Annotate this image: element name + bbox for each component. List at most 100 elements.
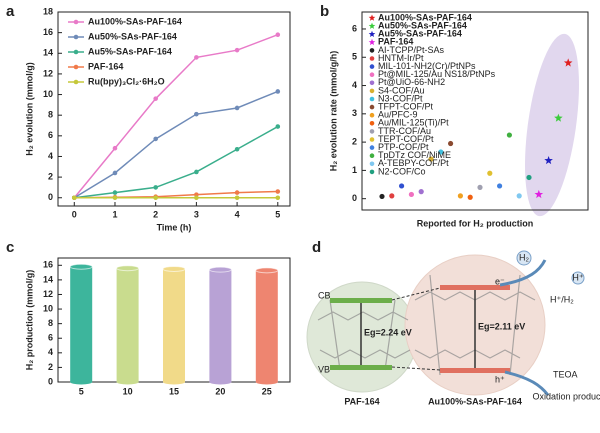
plot-frame (57, 11, 291, 207)
point (448, 140, 454, 147)
y-tick-label: 2 (48, 171, 53, 181)
legend-label: PAF-164 (378, 37, 413, 47)
x-tick-label: 20 (215, 386, 225, 396)
bar-top (116, 265, 140, 272)
bar (163, 268, 185, 382)
panel-label: b (320, 3, 329, 20)
point (275, 32, 281, 38)
legend-label: Au50%-SAs-PAF-164 (378, 20, 467, 30)
y-tick-label: 4 (352, 80, 357, 90)
point (153, 96, 158, 101)
point (526, 174, 532, 181)
point (467, 194, 473, 200)
legend-label: S4-COF/Au (378, 85, 425, 95)
bar-base (163, 379, 185, 385)
y-tick-label: 6 (48, 130, 53, 140)
y-tick-label: 2 (352, 136, 357, 146)
proton-bubble (571, 271, 585, 285)
point (112, 145, 118, 151)
point (234, 190, 240, 195)
x-tick-label: 3 (194, 209, 199, 219)
point (516, 193, 522, 199)
legend-marker (369, 112, 375, 118)
series-line (74, 190, 278, 199)
legend-label: Pt@UiO-66-NH2 (378, 77, 445, 87)
x-axis-label: Time (h) (157, 222, 192, 232)
point (428, 156, 434, 162)
x-tick-label: 4 (235, 209, 240, 219)
bar-base (209, 379, 232, 385)
legend-label: Au5%-SAs-PAF-164 (88, 46, 172, 56)
y-tick-label: 2 (48, 362, 53, 372)
point (389, 193, 395, 199)
legend-marker (369, 48, 375, 53)
cb-band (440, 285, 510, 290)
x-tick-label: 2 (153, 209, 158, 219)
bar (209, 269, 232, 382)
point (234, 146, 240, 152)
vb-label: VB (318, 364, 330, 374)
point (112, 195, 118, 201)
legend-label: PAF-164 (88, 61, 123, 71)
donor-label: TEOA (553, 369, 578, 379)
bar (70, 266, 93, 382)
y-tick-label: 5 (352, 52, 357, 62)
structure-label: Au100%-SAs-PAF-164 (428, 396, 522, 406)
legend-marker (368, 30, 376, 37)
point (112, 170, 118, 176)
legend-label: Au/MIL-125(Ti)/Pt (378, 118, 449, 128)
x-tick-label: 10 (123, 386, 133, 396)
legend-label: Au100%-SAs-PAF-164 (378, 12, 472, 22)
legend-label: Au5%-SAs-PAF-164 (378, 29, 462, 39)
star-point (544, 156, 553, 165)
legend-label: Au50%-SAs-PAF-164 (88, 31, 177, 41)
point (112, 190, 118, 195)
bar-base (116, 379, 139, 385)
legend-label: TTR-COF/Au (378, 126, 431, 136)
point (506, 132, 512, 138)
cb-label: CB (318, 290, 331, 300)
bar-base (70, 379, 93, 385)
y-axis-label: H₂ evolution rate (mmol/g/h) (328, 51, 338, 172)
point (153, 185, 158, 190)
point (457, 193, 463, 199)
legend-label: TpDTz COF/NiME (378, 150, 451, 160)
legend-marker (369, 137, 375, 142)
legend-marker (369, 104, 375, 110)
y-tick-label: 12 (43, 68, 53, 78)
bar-top (208, 266, 232, 273)
y-tick-label: 4 (48, 151, 53, 161)
legend-label: TEPT-COF/Pt (378, 134, 434, 144)
point (379, 193, 385, 200)
point (275, 124, 281, 129)
y-tick-label: 6 (352, 23, 357, 33)
point (153, 195, 158, 201)
legend-marker (369, 161, 375, 167)
connector (391, 287, 441, 301)
highlight (525, 33, 579, 217)
x-tick-label: 15 (169, 386, 179, 396)
connector (391, 366, 441, 371)
legend-label: Au/PFC-9 (378, 110, 418, 120)
legend-label: A-TEBPY-COF/Pt (378, 158, 449, 168)
y-tick-label: 14 (43, 274, 53, 284)
product-label: Oxidation products (532, 391, 600, 401)
legend-marker (369, 88, 375, 94)
vb-band (330, 365, 392, 370)
panel-label: a (6, 3, 15, 20)
x-axis-label: Reported for H₂ production (417, 218, 534, 228)
arrow (504, 370, 550, 396)
legend-marker (369, 64, 375, 69)
y-tick-label: 0 (48, 192, 53, 202)
bar (255, 270, 278, 382)
point (194, 195, 199, 201)
legend-marker (73, 64, 79, 70)
point (234, 105, 240, 111)
legend-marker (369, 96, 375, 102)
point (408, 191, 414, 198)
y-tick-label: 1 (352, 165, 357, 175)
vb-band (440, 368, 510, 373)
arrow (499, 259, 547, 287)
y-tick-label: 10 (43, 303, 53, 313)
